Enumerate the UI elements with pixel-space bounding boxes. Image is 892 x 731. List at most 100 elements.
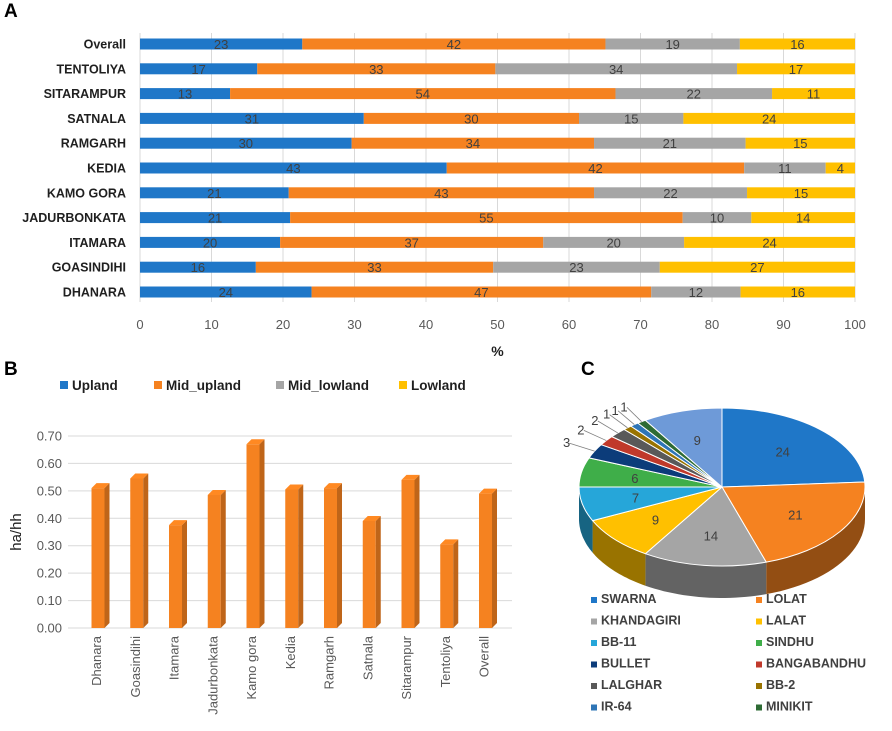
chart-c-data-label: 6 [631, 471, 638, 486]
chart-a-xtick: 80 [705, 317, 719, 332]
chart-a-bar-segment [615, 88, 773, 100]
chart-c-legend-swatch [591, 597, 597, 603]
chart-b-category-label: Kamo gora [244, 635, 259, 699]
chart-b-bar-side [337, 483, 342, 628]
chart-c-legend-swatch [591, 640, 597, 646]
chart-a-bar-segment [594, 187, 748, 199]
chart-c-data-label: 1 [603, 407, 610, 422]
chart-b-bar-top [362, 516, 381, 522]
chart-b-legend-label: Lowland [411, 378, 466, 393]
chart-b-category-label: Tentoliya [438, 635, 453, 687]
chart-a-bar-segment [140, 286, 312, 298]
chart-c-slice [644, 486, 767, 567]
chart-b-category-label: Jadurbonkata [205, 635, 220, 715]
chart-c-legend-swatch [756, 618, 762, 625]
chart-a-data-label: 21 [207, 186, 221, 201]
chart-a-data-label: 47 [474, 285, 488, 300]
chart-a-bar-segment [495, 63, 738, 75]
chart-c-legend-label: BB-11 [601, 635, 636, 649]
chart-a-bar-segment [579, 112, 684, 124]
chart-b-bar-side [259, 439, 265, 628]
chart-b-bar [401, 479, 415, 628]
chart-b-bar-top [130, 473, 149, 479]
chart-a-data-label: 54 [416, 87, 430, 102]
panel-letter-b: B [4, 359, 18, 380]
chart-a-bar-segment [825, 162, 855, 174]
chart-a-data-label: 10 [710, 211, 724, 226]
chart-b-legend-label: Mid_lowland [288, 378, 369, 393]
chart-c-legend-label: LALAT [766, 614, 806, 628]
chart-a-bar-segment [140, 187, 289, 199]
chart-a-bar-segment [659, 261, 855, 273]
chart-b-bar-top [440, 539, 459, 545]
chart-c-legend-label: SINDHU [766, 635, 814, 649]
chart-a-bar-segment [363, 112, 580, 124]
chart-c-legend-swatch [756, 704, 762, 711]
chart-b-bar-side [220, 489, 226, 628]
chart-b-ytick: 0.30 [37, 538, 62, 553]
chart-b-legend-swatch [154, 381, 162, 389]
chart-b-bar [91, 488, 105, 628]
chart-a-data-label: 4 [837, 161, 844, 176]
chart-c-data-label: 3 [563, 435, 570, 450]
chart-b-bar [440, 544, 454, 628]
chart-a-data-label: 23 [569, 260, 583, 275]
chart-c-data-label: 1 [611, 403, 618, 418]
chart-a-data-label: 43 [286, 161, 300, 176]
chart-a-category-label: DHANARA [63, 286, 126, 300]
chart-a-bar-segment [751, 212, 855, 224]
chart-a-bar-segment [140, 112, 364, 124]
chart-a-xtick: 70 [633, 317, 647, 332]
chart-a-data-label: 20 [203, 235, 217, 250]
chart-b-bar-top [91, 483, 110, 489]
chart-c-legend-label: SWARNA [601, 592, 657, 606]
chart-b-category-label: Goasindihi [128, 636, 143, 698]
chart-a-data-label: 11 [778, 161, 792, 176]
chart-c-leader-line [617, 410, 635, 425]
chart-c-data-label: 9 [694, 433, 701, 448]
chart-a-bar-segment [739, 38, 855, 50]
chart-c-data-label: 2 [577, 422, 584, 437]
chart-c-legend-label: KHANDAGIRI [601, 614, 681, 628]
chart-b-bar [207, 494, 221, 628]
chart-a-bar-segment [311, 286, 652, 298]
chart-a-bar-segment [140, 212, 291, 224]
chart-a-xlabel: % [491, 343, 504, 359]
chart-a-data-label: 16 [791, 285, 805, 300]
chart-a-bar-segment [651, 286, 741, 298]
chart-a-data-label: 33 [369, 62, 383, 77]
chart-a-bar-segment [140, 63, 258, 75]
chart-c-legend-label: LOLAT [766, 592, 807, 606]
chart-c-leader-line [583, 429, 607, 441]
chart-c-leader-line [569, 442, 595, 452]
chart-a-data-label: 34 [609, 62, 623, 77]
chart-a-data-label: 21 [663, 136, 677, 151]
chart-c-legend-swatch [756, 597, 762, 603]
chart-b-bar-top [401, 474, 420, 480]
chart-c-legend-swatch [591, 661, 597, 668]
chart-c-slice-side [579, 487, 593, 553]
chart-c-leader-line [626, 407, 642, 422]
chart-a-xtick: 20 [276, 317, 290, 332]
chart-b-category-label: Overall [477, 636, 492, 677]
chart-b-bar-side [453, 539, 459, 628]
chart-c-data-label: 24 [775, 444, 789, 459]
chart-a-data-label: 14 [796, 211, 810, 226]
chart-c-slice [721, 407, 866, 488]
chart-a-category-label: JADURBONKATA [22, 211, 126, 225]
chart-a-data-label: 34 [466, 136, 480, 151]
chart-a-bar-segment [446, 162, 745, 174]
chart-c-legend-label: BANGABANDHU [766, 657, 866, 671]
chart-c-data-label: 14 [704, 529, 718, 544]
chart-b-bar-side [414, 474, 420, 628]
chart-a-data-label: 42 [447, 37, 461, 52]
chart-b-bar-side [143, 473, 149, 628]
chart-a-bar-segment [737, 63, 855, 75]
chart-a-category-label: TENTOLIYA [57, 62, 126, 76]
chart-c-leader-line [597, 420, 618, 434]
chart-b-bar [324, 488, 337, 628]
chart-a-category-label: ITAMARA [69, 236, 126, 250]
chart-a-data-label: 12 [689, 285, 703, 300]
chart-b-bar-side [375, 516, 381, 628]
